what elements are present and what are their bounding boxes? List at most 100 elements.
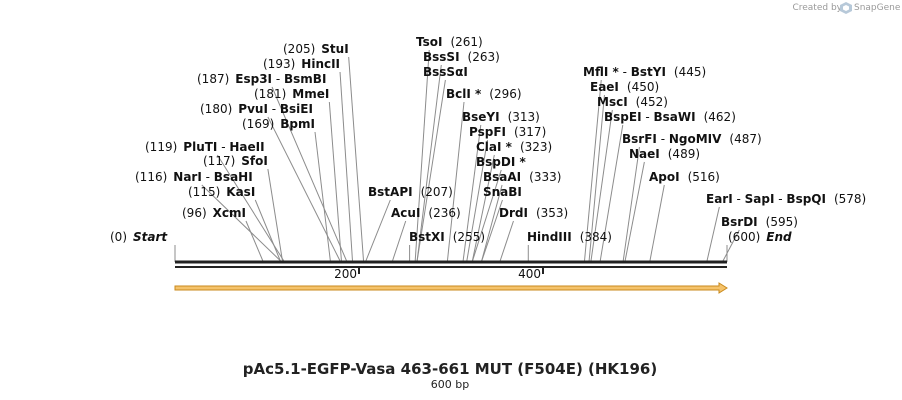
site-label-hindiii[interactable]: HindIII (384) (527, 230, 612, 244)
enzyme-name: End (766, 230, 792, 244)
site-label-bspei[interactable]: BspEI - BsaWI (462) (604, 110, 736, 124)
site-label-bsss-i[interactable]: BssSαI (423, 65, 468, 79)
site-label-apoi[interactable]: ApoI (516) (649, 170, 720, 184)
feature-arrow[interactable] (174, 282, 728, 294)
site-label-snabi[interactable]: SnaBI (483, 185, 522, 199)
site-label-nari[interactable]: (116) NarI - BsaHI (135, 170, 253, 184)
site-label-clai[interactable]: ClaI * (323) (476, 140, 552, 154)
site-label-bstapi[interactable]: BstAPI (207) (368, 185, 453, 199)
enzyme-name: SfoI (241, 154, 268, 168)
site-label-mmei[interactable]: (181) MmeI (254, 87, 329, 101)
site-position: (313) (508, 110, 540, 124)
enzyme-name: NaeI (629, 147, 660, 161)
site-label-pluti[interactable]: (119) PluTI - HaeII (145, 140, 265, 154)
enzyme-name: ClaI * (476, 140, 513, 154)
enzyme-name: BstYI (631, 65, 666, 79)
credit-prefix: Created by (792, 3, 842, 13)
site-position: (489) (668, 147, 700, 161)
connector-tsoi (414, 49, 430, 263)
connector-esp3i (271, 86, 348, 263)
enzyme-name: BsiEI (280, 102, 313, 116)
separator: - (657, 132, 669, 146)
enzyme-name: NgoMIV (669, 132, 722, 146)
credit-brand: SnapGene (854, 3, 901, 13)
connector-acui (391, 220, 407, 263)
site-label-tsoi[interactable]: TsoI (261) (416, 35, 483, 49)
site-label-bpmi[interactable]: (169) BpmI (242, 117, 315, 131)
enzyme-name: BsaHI (214, 170, 253, 184)
site-position: (487) (729, 132, 761, 146)
feature-arrow-body[interactable] (174, 282, 728, 294)
map-title: pAc5.1-EGFP-Vasa 463-661 MUT (F504E) (HK… (243, 360, 657, 378)
site-label-eaei[interactable]: EaeI (450) (590, 80, 659, 94)
enzyme-name: PspFI (469, 125, 506, 139)
enzyme-name: SnaBI (483, 185, 522, 199)
site-label-esp3i[interactable]: (187) Esp3I - BsmBI (197, 72, 326, 86)
connector-eaei (588, 94, 605, 263)
connector-mmei (328, 101, 343, 263)
connector-apoi (649, 184, 665, 263)
site-label-bsssi[interactable]: BssSI (263) (423, 50, 500, 64)
connector-msci (590, 109, 613, 263)
site-label-naei[interactable]: NaeI (489) (629, 147, 700, 161)
site-label-stui[interactable]: (205) StuI (283, 42, 349, 56)
site-position: (261) (450, 35, 482, 49)
site-label-start[interactable]: (0) Start (110, 230, 168, 244)
site-label-eari[interactable]: EarI - SapI - BspQI (578) (706, 192, 866, 206)
connector-clai (471, 154, 495, 263)
enzyme-name: BspQI (786, 192, 826, 206)
site-position: (193) (263, 57, 295, 71)
site-label-bsrdi[interactable]: BsrDI (595) (721, 215, 798, 229)
site-label-pvui[interactable]: (180) PvuI - BsiEI (200, 102, 313, 116)
site-connectors (174, 49, 740, 263)
connector-bsssi (416, 64, 442, 263)
site-position: (169) (242, 117, 274, 131)
site-label-bsaai[interactable]: BsaAI (333) (483, 170, 561, 184)
enzyme-name: Esp3I (235, 72, 272, 86)
enzyme-name: BssSI (423, 50, 460, 64)
connector-stui (348, 56, 365, 263)
site-label-xcmi[interactable]: (96) XcmI (182, 206, 246, 220)
enzyme-name: BpmI (280, 117, 315, 131)
site-label-hincii[interactable]: (193) HincII (263, 57, 340, 71)
site-position: (333) (529, 170, 561, 184)
site-position: (187) (197, 72, 229, 86)
sequence-backbone (175, 260, 727, 268)
enzyme-name: HindIII (527, 230, 572, 244)
enzyme-name: NarI (173, 170, 202, 184)
site-label-bcli[interactable]: BclI * (296) (446, 87, 522, 101)
separator: - (774, 192, 786, 206)
connector-bspei (599, 124, 624, 263)
connector-bsss-i (416, 79, 446, 263)
connector-bsaai (480, 184, 503, 263)
site-label-msci[interactable]: MscI (452) (597, 95, 668, 109)
site-label-kasi[interactable]: (115) KasI (188, 185, 255, 199)
site-position: (116) (135, 170, 167, 184)
site-label-end[interactable]: (600) End (728, 230, 792, 244)
separator: - (619, 65, 631, 79)
site-label-drdi[interactable]: DrdI (353) (499, 206, 568, 220)
site-label-sfoi[interactable]: (117) SfoI (203, 154, 268, 168)
site-label-mfli[interactable]: MflI * - BstYI (445) (583, 65, 706, 79)
site-label-bsrfi[interactable]: BsrFI - NgoMIV (487) (622, 132, 762, 146)
snapgene-credit: Created by SnapGene (792, 2, 901, 14)
site-position: (445) (674, 65, 706, 79)
site-position: (96) (182, 206, 207, 220)
site-label-pspfi[interactable]: PspFI (317) (469, 125, 546, 139)
connector-bseyi (462, 124, 482, 263)
site-position: (236) (428, 206, 460, 220)
site-position: (207) (421, 185, 453, 199)
site-label-bseyi[interactable]: BseYI (313) (462, 110, 540, 124)
separator: - (268, 102, 280, 116)
enzyme-name: MscI (597, 95, 628, 109)
enzyme-name: DrdI (499, 206, 528, 220)
site-position: (180) (200, 102, 232, 116)
site-position: (450) (627, 80, 659, 94)
connector-pluti (216, 154, 285, 263)
connector-pvui (267, 116, 342, 263)
site-label-bstxi[interactable]: BstXI (255) (409, 230, 485, 244)
site-position: (255) (453, 230, 485, 244)
site-label-bspdi[interactable]: BspDI * (476, 155, 526, 169)
site-label-acui[interactable]: AcuI (236) (391, 206, 461, 220)
